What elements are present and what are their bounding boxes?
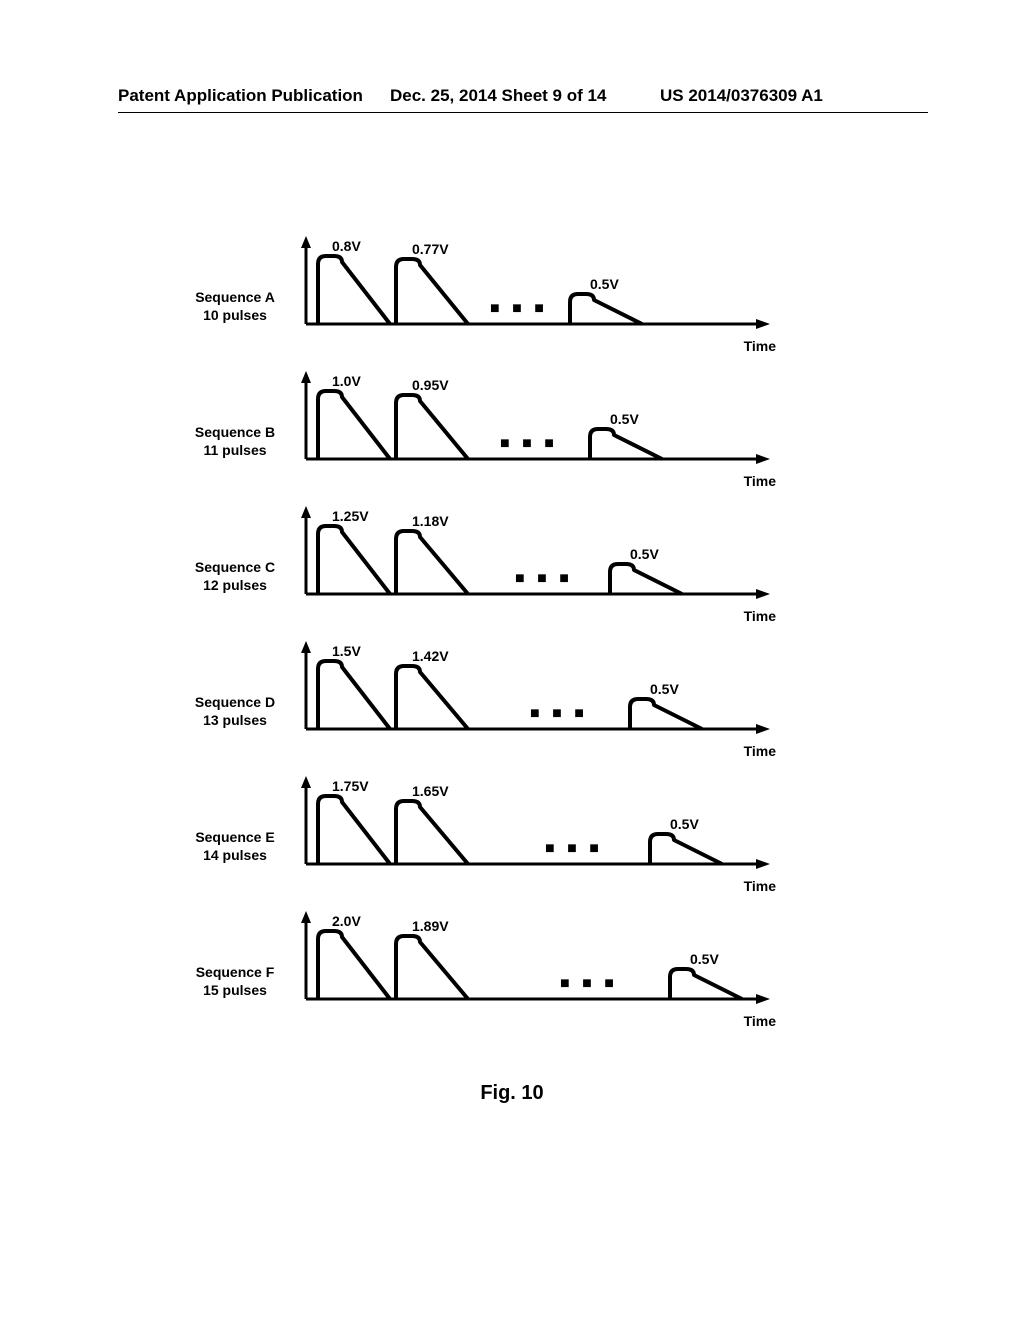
voltage-label-1: 2.0V: [332, 913, 361, 929]
header-date-sheet: Dec. 25, 2014 Sheet 9 of 14: [390, 86, 606, 106]
voltage-label-3: 0.5V: [610, 411, 639, 427]
voltage-label-1: 0.8V: [332, 238, 361, 254]
header-publication: Patent Application Publication: [118, 86, 363, 106]
time-axis-label: Time: [744, 473, 776, 489]
ellipsis-dots: ■ ■ ■: [560, 975, 618, 993]
sequence-row: Sequence F15 pulses 2.0V 1.89V 0.5V ■ ■ ■ Tim…: [0, 903, 1024, 1038]
sequence-row: Sequence C12 pulses 1.25V 1.18V 0.5V ■ ■ ■ Ti…: [0, 498, 1024, 633]
sequence-pulse-count: 15 pulses: [180, 981, 290, 999]
time-axis-label: Time: [744, 338, 776, 354]
ellipsis-dots: ■ ■ ■: [500, 435, 558, 453]
voltage-label-1: 1.0V: [332, 373, 361, 389]
voltage-label-2: 1.89V: [412, 918, 449, 934]
voltage-label-2: 1.65V: [412, 783, 449, 799]
sequence-label: Sequence C12 pulses: [180, 558, 290, 594]
time-axis-label: Time: [744, 878, 776, 894]
ellipsis-dots: ■ ■ ■: [490, 300, 548, 318]
sequence-pulse-count: 14 pulses: [180, 846, 290, 864]
voltage-label-2: 0.95V: [412, 377, 449, 393]
sequence-row: Sequence A10 pulses 0.8V 0.77V 0.5V ■ ■ ■ Tim…: [0, 228, 1024, 363]
pulse-plot: 1.75V1.65V0.5V■ ■ ■Time: [300, 776, 770, 876]
sequence-label: Sequence D13 pulses: [180, 693, 290, 729]
sequence-name: Sequence B: [180, 423, 290, 441]
figure-caption: Fig. 10: [0, 1082, 1024, 1105]
sequence-diagrams: Sequence A10 pulses 0.8V 0.77V 0.5V ■ ■ ■ Tim…: [0, 228, 1024, 1038]
sequence-pulse-count: 10 pulses: [180, 306, 290, 324]
sequence-name: Sequence E: [180, 828, 290, 846]
sequence-pulse-count: 12 pulses: [180, 576, 290, 594]
header-divider: [118, 112, 928, 113]
time-axis-label: Time: [744, 608, 776, 624]
voltage-label-1: 1.5V: [332, 643, 361, 659]
sequence-row: Sequence E14 pulses 1.75V 1.65V 0.5V ■ ■ ■ Ti…: [0, 768, 1024, 903]
sequence-label: Sequence A10 pulses: [180, 288, 290, 324]
pulse-plot: 1.0V0.95V0.5V■ ■ ■Time: [300, 371, 770, 471]
voltage-label-3: 0.5V: [630, 546, 659, 562]
voltage-label-3: 0.5V: [690, 951, 719, 967]
voltage-label-3: 0.5V: [590, 276, 619, 292]
pulse-plot: 1.5V1.42V0.5V■ ■ ■Time: [300, 641, 770, 741]
voltage-label-3: 0.5V: [670, 816, 699, 832]
sequence-label: Sequence E14 pulses: [180, 828, 290, 864]
voltage-label-2: 1.18V: [412, 513, 449, 529]
pulse-plot: 0.8V0.77V0.5V■ ■ ■Time: [300, 236, 770, 336]
sequence-row: Sequence B11 pulses 1.0V 0.95V 0.5V ■ ■ ■ Tim…: [0, 363, 1024, 498]
sequence-name: Sequence A: [180, 288, 290, 306]
sequence-pulse-count: 13 pulses: [180, 711, 290, 729]
header-doc-number: US 2014/0376309 A1: [660, 86, 823, 106]
sequence-row: Sequence D13 pulses 1.5V 1.42V 0.5V ■ ■ ■ Tim…: [0, 633, 1024, 768]
ellipsis-dots: ■ ■ ■: [545, 840, 603, 858]
sequence-name: Sequence D: [180, 693, 290, 711]
pulse-plot: 2.0V1.89V0.5V■ ■ ■Time: [300, 911, 770, 1011]
sequence-name: Sequence C: [180, 558, 290, 576]
voltage-label-1: 1.75V: [332, 778, 369, 794]
voltage-label-2: 1.42V: [412, 648, 449, 664]
sequence-pulse-count: 11 pulses: [180, 441, 290, 459]
pulse-plot: 1.25V1.18V0.5V■ ■ ■Time: [300, 506, 770, 606]
voltage-label-1: 1.25V: [332, 508, 369, 524]
sequence-label: Sequence F15 pulses: [180, 963, 290, 999]
voltage-label-3: 0.5V: [650, 681, 679, 697]
voltage-label-2: 0.77V: [412, 241, 449, 257]
time-axis-label: Time: [744, 743, 776, 759]
sequence-label: Sequence B11 pulses: [180, 423, 290, 459]
ellipsis-dots: ■ ■ ■: [515, 570, 573, 588]
time-axis-label: Time: [744, 1013, 776, 1029]
ellipsis-dots: ■ ■ ■: [530, 705, 588, 723]
sequence-name: Sequence F: [180, 963, 290, 981]
